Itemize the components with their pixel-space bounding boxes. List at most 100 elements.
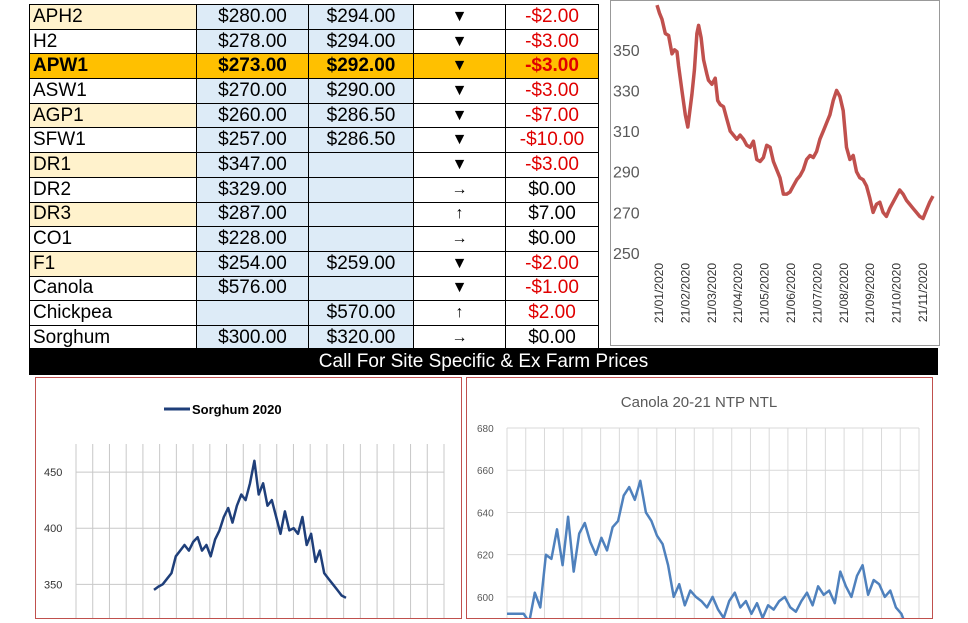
y-tick-label: 660 <box>477 466 494 477</box>
price-col1-cell: $347.00 <box>196 152 309 178</box>
trend-arrow-icon: ▼ <box>413 53 506 80</box>
trend-arrow-icon: → <box>413 226 506 252</box>
price-row: APH2 $280.00 $294.00 ▼ -$2.00 <box>29 4 599 30</box>
price-col2-cell: $286.50 <box>308 102 414 129</box>
sorghum-chart: 450 400 350 Sorghum 2020 <box>35 377 462 619</box>
grade-cell: Canola <box>29 275 197 302</box>
price-col2-cell <box>308 275 414 302</box>
change-cell: -$3.00 <box>505 152 599 178</box>
y-tick-label: 270 <box>613 205 640 222</box>
grade-cell: F1 <box>29 250 197 277</box>
price-col1-cell <box>196 300 309 326</box>
trend-arrow-icon: ▼ <box>413 102 506 129</box>
change-cell: $0.00 <box>505 226 599 252</box>
trend-arrow-icon: ▼ <box>413 4 506 30</box>
grade-cell: ASW1 <box>29 78 197 104</box>
price-col2-cell: $320.00 <box>308 324 414 351</box>
price-col2-cell: $570.00 <box>308 300 414 326</box>
price-col1-cell: $273.00 <box>196 53 309 80</box>
trend-arrow-icon: ▼ <box>413 78 506 104</box>
x-tick-label: 21/06/2020 <box>784 263 798 323</box>
price-row: Chickpea $570.00 ↑ $2.00 <box>29 300 599 326</box>
price-col1-cell: $576.00 <box>196 275 309 302</box>
y-tick-label: 640 <box>477 508 494 519</box>
price-col1-cell: $280.00 <box>196 4 309 30</box>
change-cell: -$10.00 <box>505 127 599 154</box>
price-col2-cell: $290.00 <box>308 78 414 104</box>
trend-arrow-icon: ↑ <box>413 300 506 326</box>
price-col1-cell: $278.00 <box>196 28 309 55</box>
grain-price-table: APH2 $280.00 $294.00 ▼ -$2.00 H2 $278.00 $294.0… <box>29 4 599 351</box>
change-cell: -$1.00 <box>505 275 599 302</box>
apw1-chart-svg: 350 330 310 290 270 250 21/01/2020 21/02/2020 21… <box>613 4 935 323</box>
canola-chart-svg: Canola 20-21 NTP NTL 680 660 640 620 600 <box>477 394 920 623</box>
price-row: F1 $254.00 $259.00 ▼ -$2.00 <box>29 250 599 277</box>
price-row: APW1 $273.00 $292.00 ▼ -$3.00 <box>29 53 599 80</box>
y-tick-label: 350 <box>613 43 640 60</box>
x-tick-label: 21/02/2020 <box>678 263 692 323</box>
legend-label: Sorghum 2020 <box>192 402 282 417</box>
price-col1-cell: $287.00 <box>196 201 309 228</box>
price-row: H2 $278.00 $294.00 ▼ -$3.00 <box>29 28 599 55</box>
change-cell: -$7.00 <box>505 102 599 129</box>
y-tick-label: 620 <box>477 551 494 562</box>
x-tick-label: 21/03/2020 <box>705 263 719 323</box>
price-row: CO1 $228.00 → $0.00 <box>29 226 599 252</box>
price-col1-cell: $254.00 <box>196 250 309 277</box>
price-col1-cell: $228.00 <box>196 226 309 252</box>
price-col2-cell <box>308 201 414 228</box>
trend-arrow-icon: ▼ <box>413 127 506 154</box>
grade-cell: DR2 <box>29 176 197 203</box>
change-cell: -$3.00 <box>505 53 599 80</box>
price-row: DR2 $329.00 → $0.00 <box>29 176 599 203</box>
x-tick-label: 21/07/2020 <box>810 263 824 323</box>
sorghum-chart-svg: 450 400 350 Sorghum 2020 <box>44 402 445 618</box>
price-row: DR3 $287.00 ↑ $7.00 <box>29 201 599 228</box>
y-tick-label: 310 <box>613 124 640 141</box>
change-cell: $0.00 <box>505 324 599 351</box>
trend-arrow-icon: ▼ <box>413 250 506 277</box>
price-col1-cell: $329.00 <box>196 176 309 203</box>
grade-cell: Chickpea <box>29 300 197 326</box>
price-row: ASW1 $270.00 $290.00 ▼ -$3.00 <box>29 78 599 104</box>
change-cell: -$2.00 <box>505 4 599 30</box>
y-tick-label: 250 <box>613 246 640 263</box>
chart-title: Canola 20-21 NTP NTL <box>621 394 777 411</box>
grade-cell: DR3 <box>29 201 197 228</box>
price-col2-cell: $286.50 <box>308 127 414 154</box>
price-row: AGP1 $260.00 $286.50 ▼ -$7.00 <box>29 102 599 129</box>
price-col2-cell <box>308 152 414 178</box>
x-tick-label: 21/01/2020 <box>652 263 666 323</box>
y-tick-label: 450 <box>44 467 62 479</box>
canola-chart: Canola 20-21 NTP NTL 680 660 640 620 600 <box>466 377 933 623</box>
grade-cell: CO1 <box>29 226 197 252</box>
grade-cell: H2 <box>29 28 197 55</box>
x-tick-label: 21/05/2020 <box>758 263 772 323</box>
apw1-price-chart: 350 330 310 290 270 250 21/01/2020 21/02/2020 21… <box>610 0 940 346</box>
trend-arrow-icon: ▼ <box>413 28 506 55</box>
x-tick-label: 21/10/2020 <box>890 263 904 323</box>
price-row: Canola $576.00 ▼ -$1.00 <box>29 275 599 302</box>
price-col1-cell: $270.00 <box>196 78 309 104</box>
price-col1-cell: $300.00 <box>196 324 309 351</box>
change-cell: -$3.00 <box>505 78 599 104</box>
grade-cell: Sorghum <box>29 324 197 351</box>
price-row: Sorghum $300.00 $320.00 → $0.00 <box>29 324 599 351</box>
grade-cell: SFW1 <box>29 127 197 154</box>
grade-cell: DR1 <box>29 152 197 178</box>
y-tick-label: 400 <box>44 523 62 535</box>
change-cell: -$2.00 <box>505 250 599 277</box>
y-tick-label: 290 <box>613 165 640 182</box>
trend-arrow-icon: → <box>413 176 506 203</box>
y-tick-label: 600 <box>477 593 494 604</box>
change-cell: $7.00 <box>505 201 599 228</box>
price-col2-cell <box>308 176 414 203</box>
price-col2-cell: $259.00 <box>308 250 414 277</box>
grade-cell: APW1 <box>29 53 197 80</box>
site-specific-banner: Call For Site Specific & Ex Farm Prices <box>29 348 938 375</box>
grade-cell: AGP1 <box>29 102 197 129</box>
y-tick-label: 350 <box>44 579 62 591</box>
trend-arrow-icon: ↑ <box>413 201 506 228</box>
y-tick-label: 330 <box>613 83 640 100</box>
price-col2-cell: $294.00 <box>308 28 414 55</box>
